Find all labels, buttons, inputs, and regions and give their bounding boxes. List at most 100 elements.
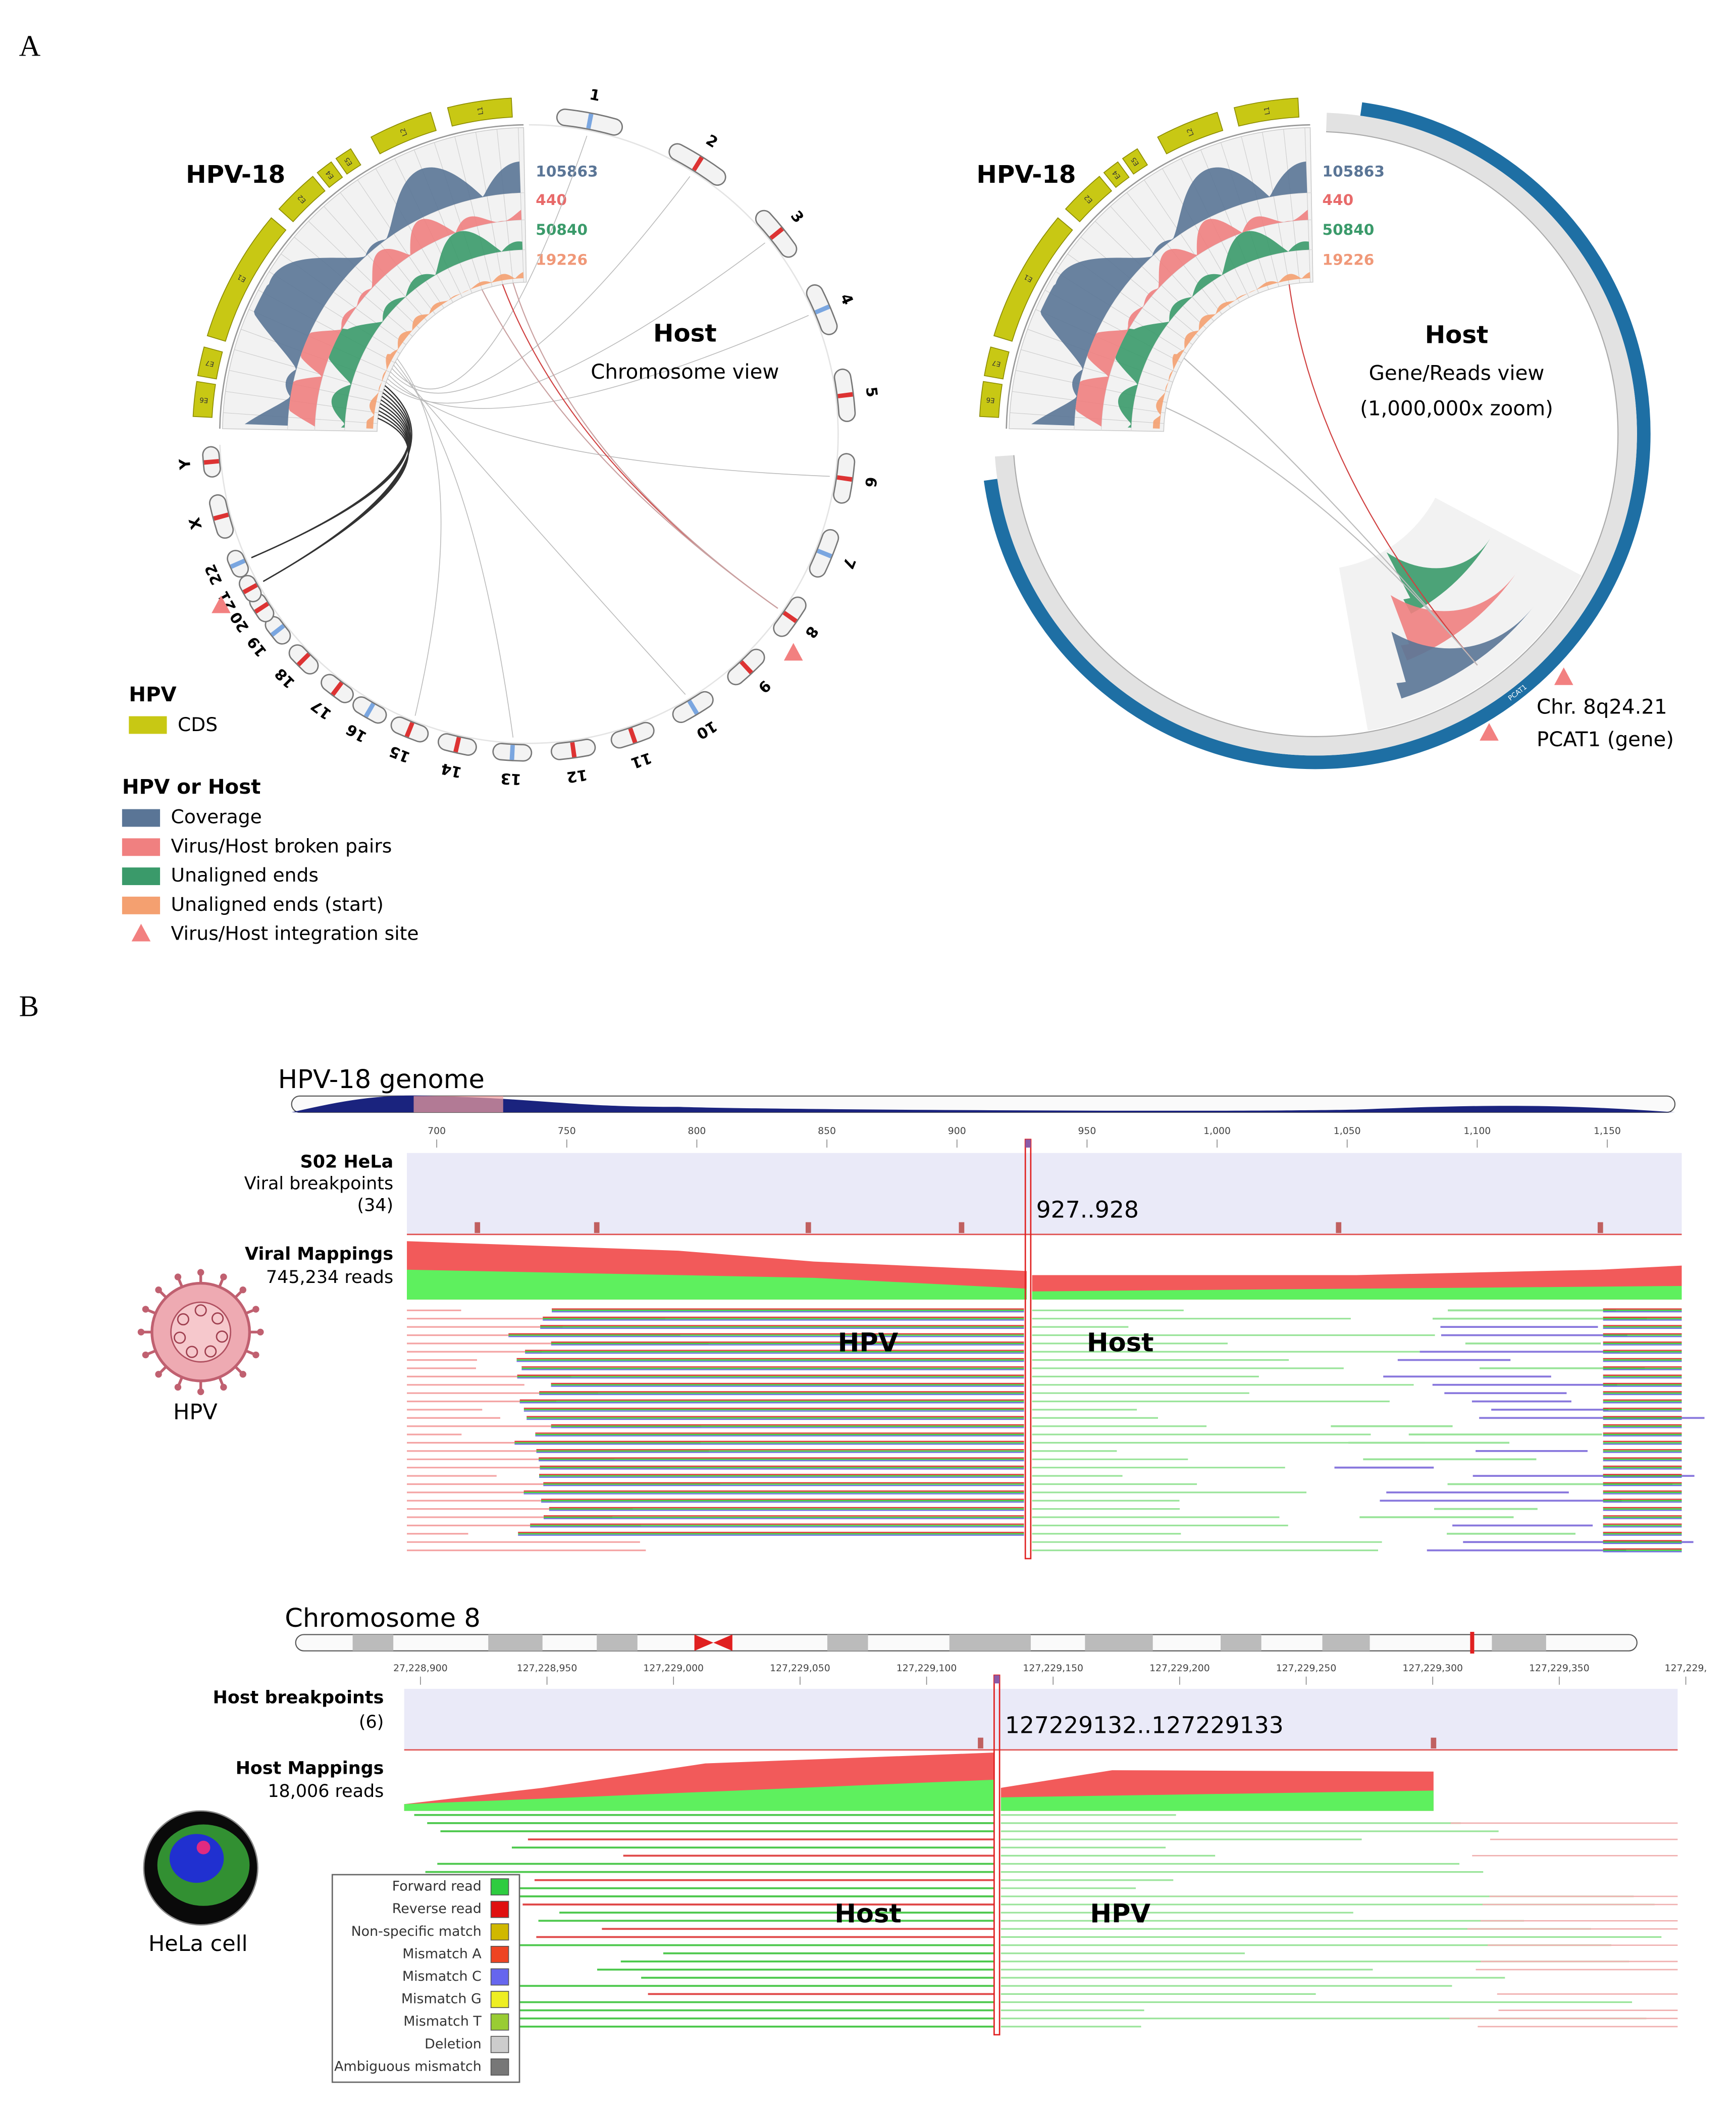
host-subtitle: Gene/Reads view xyxy=(1369,362,1545,385)
tick-label: 1,100 xyxy=(1463,1126,1491,1137)
virus-dna xyxy=(194,1304,207,1317)
breakpoint-panel xyxy=(404,1688,1678,1750)
tick-label: 127,229,000 xyxy=(643,1663,704,1674)
ideogram-band xyxy=(1085,1634,1153,1651)
track-area xyxy=(1031,161,1307,426)
cds xyxy=(993,217,1073,342)
chromosome-band xyxy=(213,512,229,521)
legend-item: Coverage xyxy=(171,806,262,828)
ideogram-band xyxy=(1322,1634,1370,1651)
virus-dna xyxy=(204,1345,217,1358)
read-legend-swatch xyxy=(490,1878,509,1896)
gene-ring-inner xyxy=(994,113,1637,756)
chromosome-band xyxy=(687,700,699,715)
integration-site xyxy=(783,643,803,661)
gene-label: E7 xyxy=(205,358,215,368)
chromosome-band xyxy=(453,737,461,753)
chromosome-band xyxy=(404,721,414,738)
tick-label: 1,000 xyxy=(1203,1126,1231,1137)
gene-label: E7 xyxy=(991,358,1002,368)
tick-label: 700 xyxy=(428,1126,446,1137)
virus-core xyxy=(170,1301,232,1363)
host-subtitle: Chromosome view xyxy=(591,360,779,384)
tick-label: 127,229, xyxy=(1665,1663,1707,1674)
cds xyxy=(1157,112,1224,154)
tick-label: 750 xyxy=(558,1126,576,1137)
breakpoint-label: 927..928 xyxy=(1036,1197,1139,1223)
chromosome-label: 13 xyxy=(500,770,522,788)
gene-label: E4 xyxy=(1111,169,1122,180)
cds xyxy=(1065,176,1113,223)
chromosome-band xyxy=(628,728,638,744)
ideogram-band xyxy=(1221,1634,1261,1651)
virus-dna xyxy=(211,1312,224,1325)
legend-swatch xyxy=(122,838,161,856)
gene-label: L1 xyxy=(477,106,485,115)
track-max: 105863 xyxy=(536,163,598,180)
ideogram-band xyxy=(352,1634,394,1651)
tick-label: 127,229,350 xyxy=(1529,1663,1590,1674)
read-legend-item: Mismatch C xyxy=(402,1969,482,1984)
tick-label: 1,150 xyxy=(1594,1126,1621,1137)
chromosome-band xyxy=(586,113,594,129)
chromosome-band xyxy=(769,227,784,240)
virus-spike-tip xyxy=(174,1273,182,1280)
link xyxy=(386,242,766,404)
read-legend-item: Deletion xyxy=(425,2036,482,2052)
gene-label: E2 xyxy=(1083,193,1094,204)
region-label: Host xyxy=(834,1899,902,1929)
gene-label: L2 xyxy=(1186,127,1196,137)
tick-label: 800 xyxy=(688,1126,706,1137)
read-legend xyxy=(331,1874,520,2083)
chromosome-band xyxy=(363,702,376,718)
tick-label: 127,229,200 xyxy=(1149,1663,1210,1674)
cds xyxy=(278,176,326,223)
hpv-ring xyxy=(1006,124,1310,429)
legend-item: Unaligned ends xyxy=(171,864,319,886)
breakpoint-line xyxy=(1024,1139,1032,1560)
virus-spike-tip xyxy=(155,1371,162,1378)
ideogram-band xyxy=(827,1634,868,1651)
breakpoint-mark xyxy=(805,1222,811,1233)
chromosome-band xyxy=(230,558,246,569)
breakpoint-mark xyxy=(978,1737,983,1749)
virus-spike-tip xyxy=(220,1273,227,1280)
chromosome-band xyxy=(837,392,853,398)
track-tick xyxy=(223,412,378,424)
panel-label: A xyxy=(19,29,41,62)
breakpoint-panel xyxy=(407,1153,1682,1234)
read-legend-swatch xyxy=(490,1923,509,1941)
cds xyxy=(335,148,361,175)
track-tick xyxy=(454,136,493,287)
track-label: S02 HeLa xyxy=(300,1152,394,1172)
virus-spike-tip xyxy=(252,1351,259,1359)
tick-label: 127,229,100 xyxy=(897,1663,957,1674)
ideogram-band xyxy=(1492,1634,1546,1651)
virus-spike-tip xyxy=(155,1286,162,1294)
icon-label: HPV xyxy=(173,1400,218,1425)
track-label: Viral breakpoints xyxy=(244,1173,393,1194)
virus-dna xyxy=(177,1313,189,1326)
hpv-ring xyxy=(219,124,524,429)
chromosome-band xyxy=(270,624,285,637)
track-max: 440 xyxy=(1323,191,1354,209)
track-label: Viral Mappings xyxy=(245,1244,393,1264)
track-label: 18,006 reads xyxy=(268,1781,384,1801)
host-title: Host xyxy=(653,320,717,348)
panel-label: B xyxy=(19,989,39,1022)
chromosome-band xyxy=(782,610,798,624)
track-tick xyxy=(1021,349,1170,393)
link xyxy=(481,289,778,609)
track-area xyxy=(1115,231,1309,428)
chromosome-band xyxy=(836,475,853,482)
integration-site xyxy=(1554,667,1573,685)
read-legend-swatch xyxy=(490,2013,509,2031)
link xyxy=(262,385,412,582)
virus-spike-tip xyxy=(142,1306,149,1313)
chromosome-label: 12 xyxy=(565,766,588,786)
link xyxy=(390,176,691,394)
chromosome-band xyxy=(814,304,830,315)
read-legend-swatch xyxy=(490,1946,509,1963)
tick-label: 127,228,950 xyxy=(517,1663,577,1674)
track-tick xyxy=(1144,180,1231,308)
